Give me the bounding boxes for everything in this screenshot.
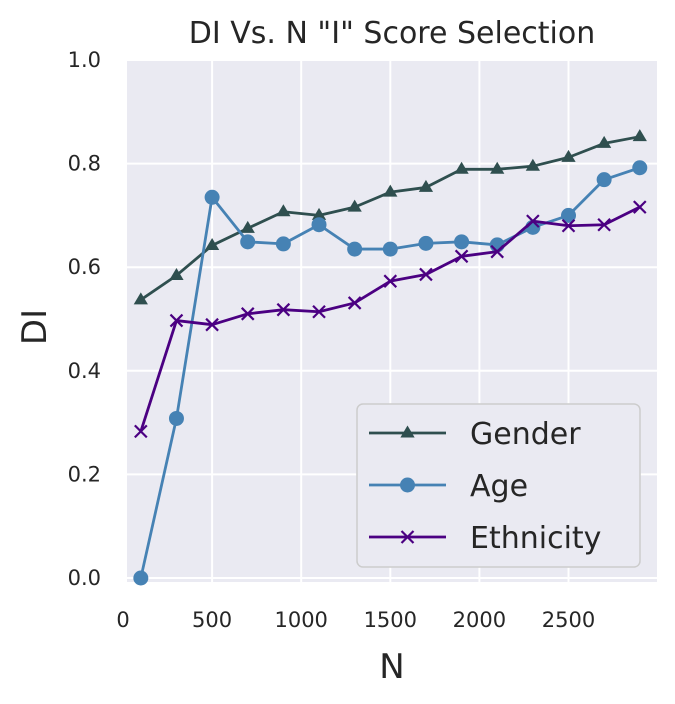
data-point-age bbox=[561, 207, 576, 223]
x-marker-stroke bbox=[383, 274, 398, 288]
x-marker-stroke bbox=[240, 307, 255, 321]
x-tick-label: 500 bbox=[192, 608, 232, 632]
data-point-ethnicity bbox=[597, 217, 611, 232]
series-layer bbox=[133, 129, 648, 586]
x-marker-stroke bbox=[454, 249, 469, 264]
x-axis-label: N bbox=[379, 647, 404, 687]
legend-marker-ethnicity bbox=[400, 530, 415, 544]
data-point-gender bbox=[347, 199, 362, 212]
data-point-age bbox=[418, 235, 434, 251]
legend-marker-gender bbox=[400, 425, 415, 438]
legend-marker-age bbox=[400, 477, 415, 493]
data-point-gender bbox=[276, 204, 291, 217]
data-point-gender bbox=[240, 220, 255, 233]
data-point-ethnicity bbox=[134, 424, 148, 439]
x-marker-stroke bbox=[526, 214, 540, 228]
data-point-ethnicity bbox=[347, 296, 362, 310]
y-tick-label: 1.0 bbox=[68, 48, 101, 72]
data-point-gender bbox=[525, 158, 540, 171]
x-marker-stroke bbox=[205, 317, 219, 332]
x-marker-stroke bbox=[169, 313, 184, 328]
data-point-age bbox=[168, 410, 184, 426]
data-point-age bbox=[133, 570, 149, 586]
legend-label-ethnicity: Ethnicity bbox=[470, 521, 601, 556]
x-marker-stroke bbox=[276, 302, 291, 317]
data-point-gender bbox=[490, 161, 505, 174]
x-marker-stroke bbox=[633, 200, 647, 214]
y-axis-label: DI bbox=[15, 309, 55, 345]
legend-item-age: Age bbox=[369, 469, 528, 504]
legend: Gender Age Ethnicity bbox=[356, 403, 641, 568]
data-point-age bbox=[347, 241, 363, 257]
x-marker-stroke bbox=[561, 218, 576, 233]
data-point-age bbox=[632, 160, 648, 176]
data-point-ethnicity bbox=[490, 244, 504, 259]
chart-title: DI Vs. N "I" Score Selection bbox=[189, 16, 595, 51]
series-ethnicity bbox=[134, 200, 647, 439]
data-point-gender bbox=[418, 179, 434, 192]
x-marker-stroke bbox=[597, 217, 611, 232]
legend-box bbox=[356, 403, 641, 568]
data-point-gender bbox=[311, 207, 327, 220]
data-point-gender bbox=[383, 184, 398, 197]
x-marker-stroke bbox=[400, 530, 415, 544]
data-point-ethnicity bbox=[276, 302, 291, 317]
x-marker-stroke bbox=[134, 424, 148, 439]
data-point-age bbox=[204, 189, 220, 205]
data-point-age bbox=[275, 236, 291, 252]
data-point-ethnicity bbox=[419, 267, 433, 282]
data-point-gender bbox=[597, 135, 612, 148]
data-point-ethnicity bbox=[312, 304, 326, 319]
data-point-ethnicity bbox=[383, 274, 398, 288]
x-tick-label: 1000 bbox=[274, 608, 327, 632]
x-tick-label: 0 bbox=[116, 608, 129, 632]
legend-label-age: Age bbox=[470, 469, 528, 504]
data-point-age bbox=[454, 234, 470, 250]
x-tick-label: 1500 bbox=[364, 608, 417, 632]
data-point-gender bbox=[169, 267, 184, 280]
x-marker-stroke bbox=[419, 267, 433, 282]
data-point-ethnicity bbox=[205, 317, 219, 332]
data-point-gender bbox=[204, 237, 220, 250]
legend-label-gender: Gender bbox=[470, 417, 581, 452]
data-point-gender bbox=[454, 161, 469, 174]
y-tick-label: 0.6 bbox=[68, 255, 101, 279]
x-marker-stroke bbox=[490, 244, 504, 259]
data-point-ethnicity bbox=[526, 214, 540, 228]
legend-item-gender: Gender bbox=[369, 417, 581, 452]
y-tick-label: 0.2 bbox=[68, 462, 101, 486]
data-point-ethnicity bbox=[454, 249, 469, 264]
data-point-ethnicity bbox=[633, 200, 647, 214]
series-gender bbox=[133, 129, 647, 305]
y-tick-label: 0.4 bbox=[68, 359, 101, 383]
data-point-age bbox=[311, 217, 327, 233]
x-tick-label: 2500 bbox=[542, 608, 595, 632]
data-point-age bbox=[596, 172, 612, 188]
y-tick-label: 0.0 bbox=[68, 566, 101, 590]
data-point-gender bbox=[561, 149, 576, 162]
data-point-age bbox=[382, 241, 398, 257]
data-point-gender bbox=[133, 292, 148, 305]
data-point-age bbox=[240, 234, 256, 250]
tick-labels: 0.0 0.2 0.4 0.6 0.8 1.0 0 500 1000 1500 2000 2500 bbox=[68, 48, 596, 632]
series-age bbox=[133, 160, 648, 586]
legend-item-ethnicity: Ethnicity bbox=[369, 521, 601, 556]
x-marker-stroke bbox=[312, 304, 326, 319]
data-point-ethnicity bbox=[240, 307, 255, 321]
data-point-ethnicity bbox=[561, 218, 576, 233]
y-tick-label: 0.8 bbox=[68, 152, 101, 176]
x-tick-label: 2000 bbox=[453, 608, 506, 632]
data-point-gender bbox=[632, 129, 647, 142]
x-marker-stroke bbox=[347, 296, 362, 310]
data-point-ethnicity bbox=[169, 313, 184, 328]
